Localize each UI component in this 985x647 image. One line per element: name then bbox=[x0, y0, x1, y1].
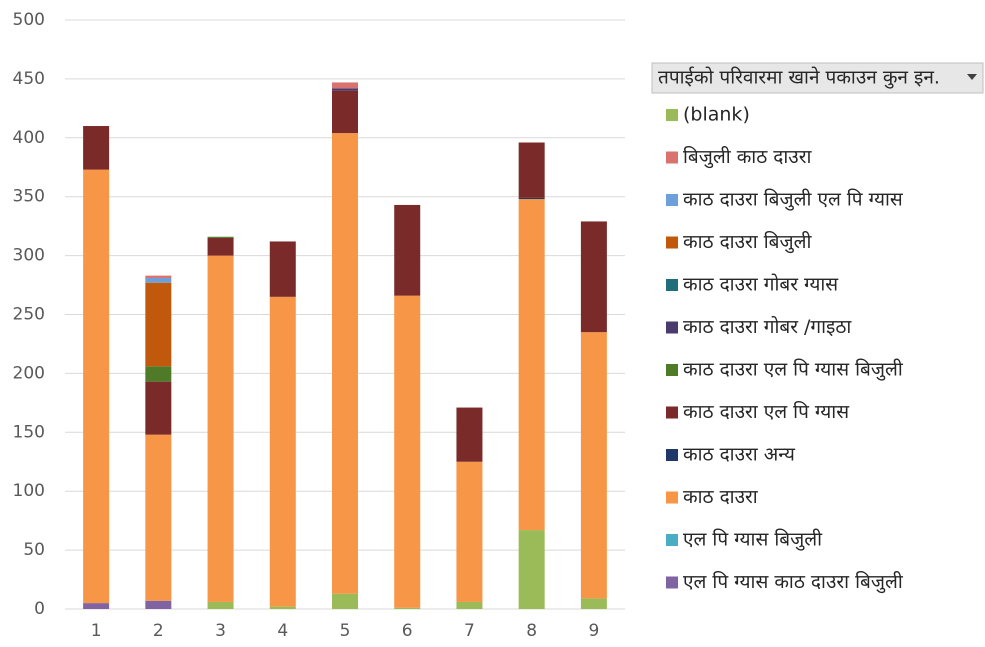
x-tick-label: 4 bbox=[277, 621, 288, 641]
bar-segment bbox=[83, 126, 110, 170]
bar-segment bbox=[269, 296, 296, 607]
y-tick-label: 0 bbox=[34, 599, 45, 619]
legend-swatch bbox=[666, 491, 678, 504]
legend-label: (blank) bbox=[683, 104, 750, 126]
legend-label: काठ दाउरा बिजुली एल पि ग्यास bbox=[683, 188, 904, 212]
bar-segment bbox=[394, 295, 421, 608]
x-tick-label: 6 bbox=[402, 621, 413, 641]
bar-segment bbox=[145, 275, 172, 278]
bar-segment bbox=[145, 434, 172, 601]
bar-segment bbox=[145, 277, 172, 283]
legend-label: एल पि ग्यास बिजुली bbox=[683, 528, 823, 552]
bar-segment bbox=[207, 255, 234, 602]
bar-segment bbox=[518, 199, 545, 531]
bar-segment bbox=[394, 204, 421, 296]
y-tick-label: 500 bbox=[13, 10, 45, 30]
bar-segment bbox=[332, 593, 358, 609]
legend-label: काठ दाउरा अन्य bbox=[683, 444, 796, 466]
y-tick-label: 100 bbox=[13, 481, 45, 501]
legend-label: काठ दाउरा बिजुली bbox=[683, 230, 812, 254]
bar-segment bbox=[145, 366, 172, 382]
bar-segment bbox=[518, 142, 545, 198]
legend-swatch bbox=[666, 236, 678, 249]
bar-segment bbox=[518, 197, 545, 200]
y-tick-label: 200 bbox=[13, 363, 45, 383]
bar-segment bbox=[332, 90, 358, 134]
bar-segment bbox=[269, 241, 296, 297]
bar-segment bbox=[145, 381, 172, 435]
bar-segment bbox=[83, 603, 110, 609]
bar-segment bbox=[456, 461, 483, 602]
bar-segment bbox=[332, 82, 358, 89]
x-tick-label: 2 bbox=[153, 621, 164, 641]
legend-swatch bbox=[666, 576, 678, 589]
x-tick-label: 9 bbox=[588, 621, 599, 641]
legend-swatch bbox=[666, 406, 678, 419]
legend-label: बिजुली काठ दाउरा bbox=[683, 145, 812, 169]
bar-segment bbox=[207, 236, 234, 238]
y-tick-label: 150 bbox=[13, 422, 45, 442]
bar-segment bbox=[456, 601, 483, 609]
bar-segment bbox=[269, 606, 296, 609]
legend-swatch bbox=[666, 534, 678, 546]
legend-swatch bbox=[666, 364, 678, 376]
legend-label: एल पि ग्यास काठ दाउरा बिजुली bbox=[683, 570, 904, 594]
bar-segment bbox=[580, 221, 607, 333]
legend-label: काठ दाउरा गोबर ग्यास bbox=[683, 273, 839, 296]
x-tick-label: 8 bbox=[526, 621, 537, 641]
y-tick-label: 250 bbox=[13, 305, 45, 325]
bar-segment bbox=[145, 282, 172, 367]
y-tick-label: 50 bbox=[23, 540, 45, 560]
bar-segment bbox=[83, 169, 110, 604]
y-tick-label: 350 bbox=[13, 187, 45, 207]
y-tick-label: 450 bbox=[13, 69, 45, 89]
bar-segment bbox=[332, 133, 358, 594]
legend-title: तपाईको परिवारमा खाने पकाउन कुन इन. bbox=[658, 66, 940, 90]
bar-segment bbox=[456, 407, 483, 462]
bar-segment bbox=[332, 88, 358, 91]
legend-label: काठ दाउरा bbox=[683, 486, 759, 508]
x-tick-label: 1 bbox=[91, 621, 102, 641]
bar-segment bbox=[518, 530, 545, 609]
legend-label: काठ दाउरा गोबर /गाइठा bbox=[683, 315, 852, 338]
bar-segment bbox=[207, 237, 234, 256]
legend-swatch bbox=[666, 109, 678, 121]
bar-segment bbox=[145, 600, 172, 609]
legend-swatch bbox=[666, 449, 678, 461]
legend-swatch bbox=[666, 151, 678, 164]
legend-swatch bbox=[666, 321, 678, 334]
y-tick-label: 400 bbox=[13, 128, 45, 148]
bar-segment bbox=[580, 332, 607, 599]
legend-swatch bbox=[666, 194, 678, 206]
x-tick-label: 5 bbox=[340, 621, 351, 641]
y-tick-label: 300 bbox=[13, 246, 45, 266]
legend-header[interactable] bbox=[651, 62, 984, 94]
bar-segment bbox=[207, 601, 234, 609]
legend-label: काठ दाउरा एल पि ग्यास bbox=[683, 400, 850, 423]
bar-segment bbox=[394, 607, 421, 609]
x-tick-label: 3 bbox=[215, 621, 226, 641]
legend-label: काठ दाउरा एल पि ग्यास बिजुली bbox=[683, 358, 904, 382]
x-tick-label: 7 bbox=[464, 621, 475, 641]
legend-swatch bbox=[666, 279, 678, 291]
dropdown-icon[interactable] bbox=[967, 74, 977, 80]
bar-segment bbox=[580, 598, 607, 609]
